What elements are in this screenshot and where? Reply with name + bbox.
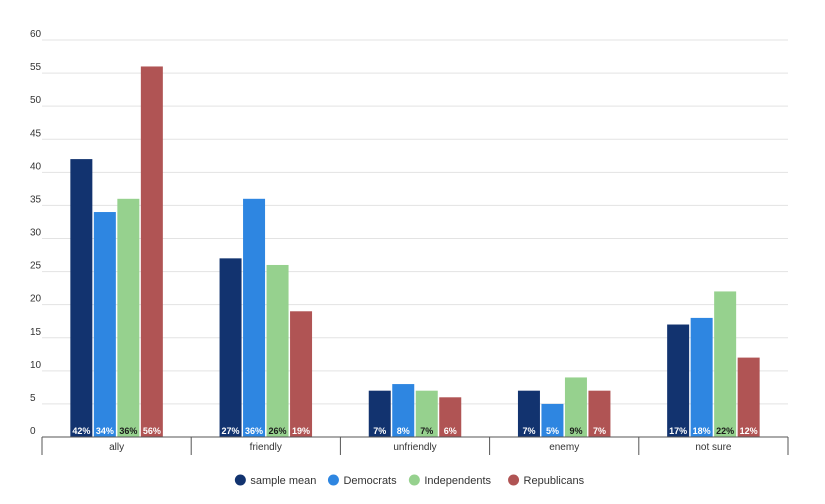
y-tick-label: 30 <box>30 228 42 239</box>
data-label: 19% <box>292 426 310 436</box>
bar-independents-ally <box>117 198 140 437</box>
bar-independents-not-sure <box>714 291 737 437</box>
legend-item: Republicans <box>508 474 585 487</box>
data-label: 7% <box>373 426 386 436</box>
x-category-label: friendly <box>250 442 282 453</box>
data-label: 42% <box>72 426 90 436</box>
bar-sample-mean-unfriendly <box>368 390 391 437</box>
y-tick-label: 40 <box>30 161 42 172</box>
data-label: 22% <box>716 426 734 436</box>
y-tick-label: 20 <box>30 294 42 305</box>
data-label: 7% <box>420 426 433 436</box>
legend-swatch <box>234 474 246 486</box>
data-label: 9% <box>569 426 582 436</box>
y-tick-label: 50 <box>30 95 42 106</box>
legend-label: sample mean <box>250 475 316 487</box>
data-label: 18% <box>693 426 711 436</box>
y-tick-label: 60 <box>30 29 42 40</box>
data-labels: 42% 34% 36% 56% 27% 36% 26% 19% 7% 8% 7% 6% 7% 5% 9% 7%… <box>72 426 757 436</box>
bars <box>70 66 760 437</box>
bar-republicans-not-sure <box>737 357 760 437</box>
bar-democrats-friendly <box>243 198 266 437</box>
bar-democrats-ally <box>93 212 116 437</box>
y-tick-label: 45 <box>30 128 42 139</box>
data-label: 8% <box>397 426 410 436</box>
legend-label: Republicans <box>524 475 585 487</box>
y-axis-ticks: 0 5 10 15 20 25 30 35 40 45 50 55 60 <box>30 29 42 437</box>
bar-sample-mean-not-sure <box>667 324 690 437</box>
bar-sample-mean-ally <box>70 159 93 437</box>
data-label: 27% <box>222 426 240 436</box>
legend-swatch <box>408 474 420 486</box>
legend-label: Independents <box>424 475 491 487</box>
x-axis: ally friendly unfriendly enemy not sure <box>41 436 789 455</box>
data-label: 26% <box>269 426 287 436</box>
bar-democrats-unfriendly <box>392 384 415 437</box>
bar-sample-mean-enemy <box>517 390 540 437</box>
legend-swatch <box>508 474 520 486</box>
y-tick-label: 25 <box>30 261 42 272</box>
y-tick-label: 5 <box>30 393 36 404</box>
data-label: 7% <box>522 426 535 436</box>
legend-item: Independents <box>408 474 492 487</box>
x-category-label: unfriendly <box>393 442 436 453</box>
data-label: 6% <box>444 426 457 436</box>
data-label: 34% <box>96 426 114 436</box>
data-label: 12% <box>740 426 758 436</box>
data-label: 56% <box>143 426 161 436</box>
bar-republicans-ally <box>140 66 163 437</box>
y-tick-label: 10 <box>30 360 42 371</box>
bar-republicans-unfriendly <box>439 397 462 437</box>
legend-swatch <box>327 474 339 486</box>
bar-independents-friendly <box>266 264 289 437</box>
data-label: 36% <box>245 426 263 436</box>
bar-democrats-enemy <box>541 403 564 437</box>
legend-item: Democrats <box>327 474 397 487</box>
y-tick-label: 0 <box>30 426 36 437</box>
data-label: 7% <box>593 426 606 436</box>
bar-sample-mean-friendly <box>219 258 242 437</box>
x-category-label: not sure <box>695 442 732 453</box>
bar-democrats-not-sure <box>690 317 713 437</box>
legend-label: Democrats <box>343 475 397 487</box>
y-tick-label: 15 <box>30 327 42 338</box>
x-category-label: ally <box>109 442 124 453</box>
legend-item: sample mean <box>234 474 316 487</box>
data-label: 5% <box>546 426 559 436</box>
y-tick-label: 55 <box>30 62 42 73</box>
legend: sample mean Democrats Independents Republic… <box>234 474 585 487</box>
bar-independents-enemy <box>564 377 587 437</box>
bar-independents-unfriendly <box>415 390 438 437</box>
bar-republicans-friendly <box>290 311 313 437</box>
bar-republicans-enemy <box>588 390 611 437</box>
y-tick-label: 35 <box>30 194 42 205</box>
gridlines <box>42 39 788 405</box>
x-category-label: enemy <box>549 442 579 453</box>
data-label: 36% <box>119 426 137 436</box>
data-label: 17% <box>669 426 687 436</box>
